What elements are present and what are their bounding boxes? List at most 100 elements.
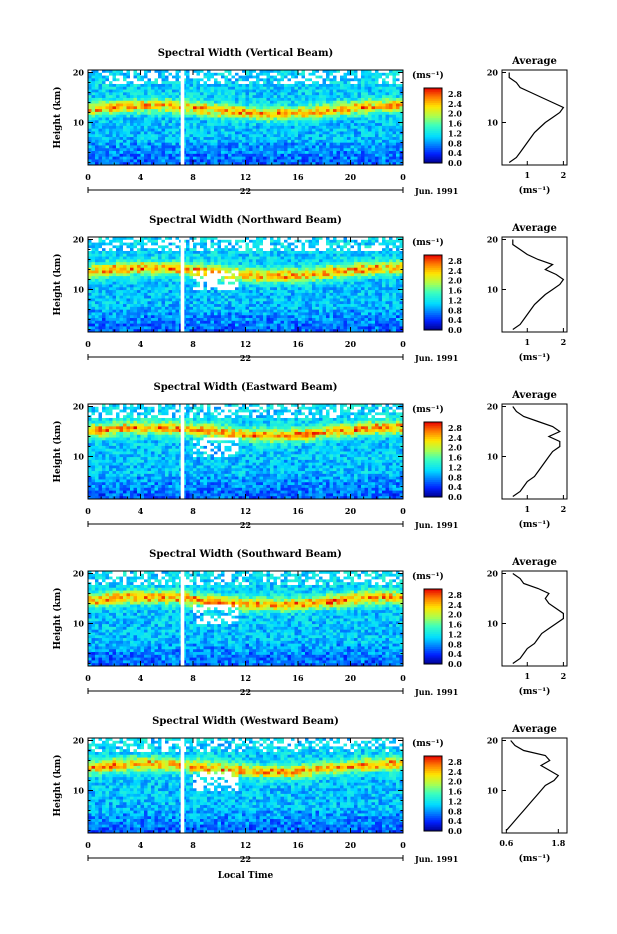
heatmap-cell bbox=[169, 324, 173, 327]
heatmap-cell bbox=[200, 321, 204, 324]
heatmap-cell bbox=[88, 78, 92, 81]
heatmap-cell bbox=[284, 120, 288, 123]
heatmap-cell bbox=[295, 118, 299, 121]
heatmap-cell bbox=[323, 131, 327, 134]
heatmap-cell bbox=[235, 112, 239, 115]
heatmap-cell bbox=[193, 273, 197, 276]
heatmap-cell bbox=[151, 326, 155, 329]
heatmap-cell bbox=[319, 109, 323, 112]
heatmap-cell bbox=[193, 265, 197, 268]
heatmap-cell bbox=[109, 315, 113, 318]
heatmap-cell bbox=[340, 157, 344, 160]
heatmap-cell bbox=[263, 279, 267, 282]
heatmap-cell bbox=[144, 321, 148, 324]
heatmap-cell bbox=[256, 145, 260, 148]
heatmap-cell bbox=[330, 104, 334, 107]
heatmap-cell bbox=[256, 310, 260, 313]
heatmap-cell bbox=[351, 92, 355, 95]
heatmap-cell bbox=[372, 104, 376, 107]
heatmap-cell bbox=[347, 120, 351, 123]
heatmap-cell bbox=[172, 262, 176, 265]
heatmap-cell bbox=[141, 92, 145, 95]
heatmap-cell bbox=[162, 92, 166, 95]
heatmap-cell bbox=[158, 307, 162, 310]
heatmap-cell bbox=[340, 106, 344, 109]
heatmap-cell bbox=[141, 290, 145, 293]
heatmap-cell bbox=[120, 154, 124, 157]
heatmap-cell bbox=[232, 143, 236, 146]
heatmap-cell bbox=[235, 276, 239, 279]
heatmap-cell bbox=[109, 248, 113, 251]
heatmap-cell bbox=[120, 129, 124, 132]
heatmap-cell bbox=[277, 87, 281, 90]
heatmap-cell bbox=[92, 296, 96, 299]
heatmap-cell bbox=[242, 243, 246, 246]
heatmap-cell bbox=[190, 262, 194, 265]
heatmap-cell bbox=[214, 157, 218, 160]
heatmap-cell bbox=[99, 315, 103, 318]
heatmap-cell bbox=[291, 76, 295, 79]
heatmap-cell bbox=[148, 259, 152, 262]
heatmap-cell bbox=[141, 287, 145, 290]
heatmap-cell bbox=[155, 290, 159, 293]
heatmap-cell bbox=[197, 296, 201, 299]
heatmap-cell bbox=[246, 273, 250, 276]
heatmap-cell bbox=[298, 148, 302, 151]
heatmap-cell bbox=[204, 115, 208, 118]
heatmap-cell bbox=[288, 140, 292, 143]
heatmap-cell bbox=[270, 120, 274, 123]
heatmap-cell bbox=[274, 137, 278, 140]
heatmap-cell bbox=[396, 84, 400, 87]
heatmap-cell bbox=[253, 290, 257, 293]
heatmap-cell bbox=[169, 312, 173, 315]
heatmap-cell bbox=[155, 106, 159, 109]
heatmap-cell bbox=[92, 240, 96, 243]
heatmap-cell bbox=[155, 318, 159, 321]
heatmap-cell bbox=[151, 259, 155, 262]
heatmap-cell bbox=[204, 304, 208, 307]
heatmap-cell bbox=[242, 312, 246, 315]
heatmap-cell bbox=[270, 98, 274, 101]
heatmap-cell bbox=[88, 84, 92, 87]
heatmap-cell bbox=[263, 268, 267, 271]
heatmap-cell bbox=[151, 324, 155, 327]
heatmap-cell bbox=[95, 140, 99, 143]
heatmap-cell bbox=[396, 140, 400, 143]
heatmap-cell bbox=[333, 115, 337, 118]
heatmap-cell bbox=[270, 157, 274, 160]
heatmap-cell bbox=[232, 90, 236, 93]
heatmap-cell bbox=[256, 282, 260, 285]
heatmap-cell bbox=[134, 148, 138, 151]
heatmap-cell bbox=[260, 87, 264, 90]
heatmap-cell bbox=[232, 109, 236, 112]
heatmap-cell bbox=[204, 265, 208, 268]
heatmap-cell bbox=[127, 254, 131, 257]
heatmap-cell bbox=[120, 81, 124, 84]
heatmap-cell bbox=[141, 321, 145, 324]
heatmap-cell bbox=[204, 95, 208, 98]
heatmap-cell bbox=[162, 126, 166, 129]
heatmap-cell bbox=[193, 307, 197, 310]
heatmap-cell bbox=[309, 126, 313, 129]
heatmap-cell bbox=[260, 279, 264, 282]
heatmap-cell bbox=[277, 92, 281, 95]
heatmap-cell bbox=[228, 115, 232, 118]
heatmap-cell bbox=[144, 251, 148, 254]
heatmap-cell bbox=[365, 87, 369, 90]
heatmap-cell bbox=[207, 315, 211, 318]
heatmap-cell bbox=[239, 159, 243, 162]
heatmap-cell bbox=[99, 154, 103, 157]
heatmap-cell bbox=[263, 251, 267, 254]
heatmap-cell bbox=[99, 151, 103, 154]
heatmap-cell bbox=[106, 285, 110, 288]
heatmap-cell bbox=[120, 273, 124, 276]
heatmap-cell bbox=[232, 245, 236, 248]
heatmap-cell bbox=[95, 143, 99, 146]
heatmap-cell bbox=[358, 109, 362, 112]
heatmap-cell bbox=[235, 92, 239, 95]
heatmap-cell bbox=[379, 140, 383, 143]
heatmap-cell bbox=[386, 104, 390, 107]
heatmap-cell bbox=[239, 112, 243, 115]
heatmap-cell bbox=[235, 265, 239, 268]
heatmap-cell bbox=[218, 131, 222, 134]
